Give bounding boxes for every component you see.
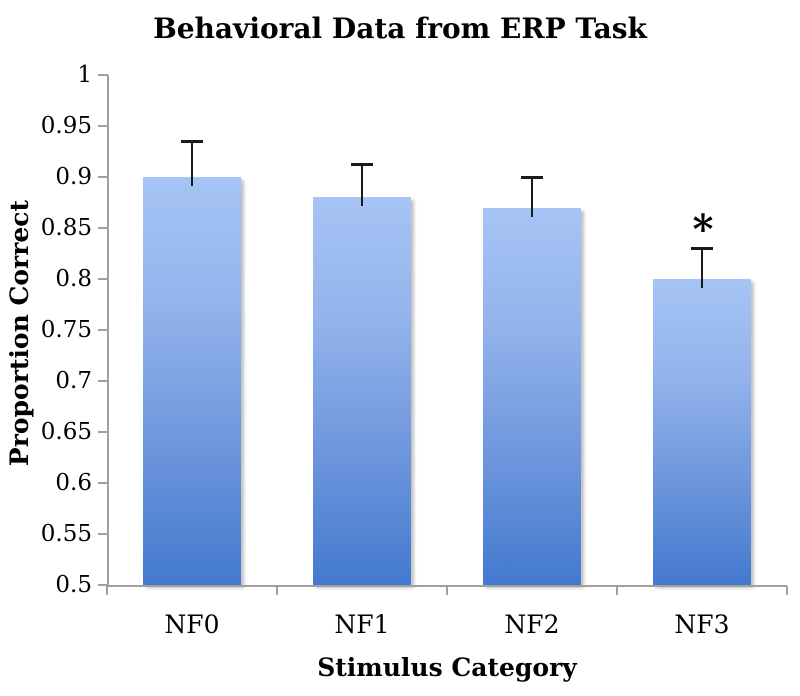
y-tick-label: 0.5 (55, 572, 92, 598)
bar-NF0 (143, 177, 241, 585)
error-bar-cap (181, 140, 203, 144)
y-tick-label: 0.85 (40, 215, 92, 241)
x-tick-mark (616, 586, 618, 595)
significance-asterisk: * (692, 206, 714, 254)
category-label-NF1: NF1 (334, 610, 390, 639)
category-label-NF3: NF3 (674, 610, 730, 639)
category-label-NF0: NF0 (164, 610, 220, 639)
x-tick-mark (276, 586, 278, 595)
bar-NF1 (313, 197, 411, 585)
x-axis-title: Stimulus Category (317, 653, 577, 682)
y-tick-mark (98, 482, 108, 484)
y-tick-mark (98, 584, 108, 586)
y-tick-label: 0.55 (40, 521, 92, 547)
y-tick-mark (98, 176, 108, 178)
x-tick-mark (786, 586, 788, 595)
y-tick-mark (98, 227, 108, 229)
y-tick-label: 0.65 (40, 419, 92, 445)
error-bar-line (531, 177, 533, 217)
y-tick-mark (98, 125, 108, 127)
error-bar-cap (351, 162, 373, 166)
y-tick-label: 0.95 (40, 113, 92, 139)
y-tick-label: 0.6 (55, 470, 92, 496)
y-tick-mark (98, 431, 108, 433)
y-tick-label: 1 (77, 62, 92, 88)
error-bar-cap (691, 247, 713, 251)
y-tick-mark (98, 278, 108, 280)
bar-NF3 (653, 279, 751, 585)
y-tick-mark (98, 380, 108, 382)
x-tick-mark (446, 586, 448, 595)
category-label-NF2: NF2 (504, 610, 560, 639)
error-bar-line (361, 163, 363, 207)
y-tick-label: 0.7 (55, 368, 92, 394)
error-bar-line (701, 248, 703, 288)
error-bar-cap (521, 176, 543, 179)
error-bar-line (191, 141, 193, 186)
x-tick-mark (106, 586, 108, 595)
bar-NF2 (483, 207, 581, 585)
y-axis-line (107, 75, 109, 587)
y-tick-label: 0.75 (40, 317, 92, 343)
y-tick-label: 0.9 (55, 164, 92, 190)
chart-title: Behavioral Data from ERP Task (153, 12, 647, 45)
y-tick-mark (98, 74, 108, 76)
y-tick-mark (98, 533, 108, 535)
y-tick-label: 0.8 (55, 266, 92, 292)
y-tick-mark (98, 329, 108, 331)
